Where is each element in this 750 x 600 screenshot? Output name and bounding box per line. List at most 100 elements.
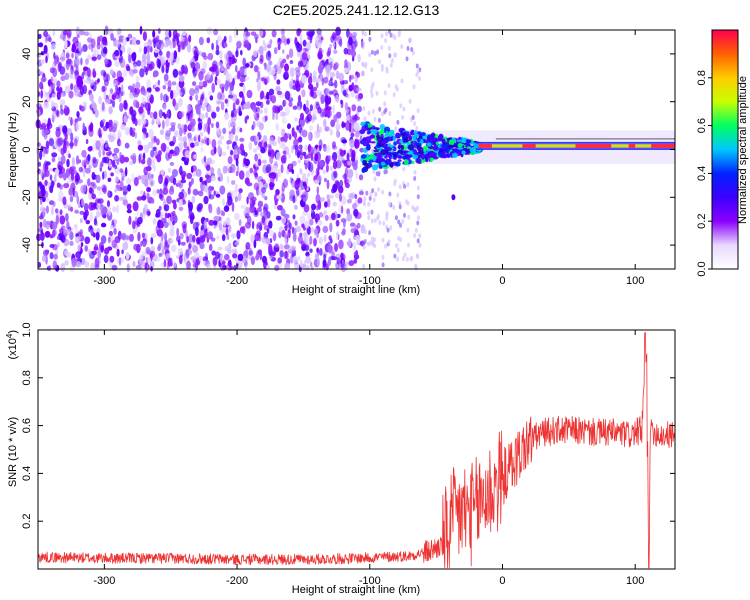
spectrogram-cell [38,181,43,187]
spectrogram-cell [53,51,56,60]
spectrogram-cell [213,190,216,196]
spectrogram-cell [398,184,402,190]
spectrogram-cell [396,247,400,253]
spectrogram-cell [283,99,287,107]
spectrogram-y-tick-label: -40 [21,237,33,253]
spectrogram-cell [75,155,80,165]
spectrogram-cell [340,218,347,223]
spectrogram-cell [160,92,163,101]
spectrogram-cell [260,90,265,100]
spectrogram-cell [341,139,348,144]
spectrogram-cell [225,217,231,226]
spectrogram-cell [355,169,358,180]
spectrogram-cell [192,188,199,196]
spectrogram-cell [130,36,137,46]
spectrogram-cell [126,177,132,185]
spectrogram-signal-cell [385,146,393,152]
spectrogram-signal-cell [416,144,422,152]
spectrogram-cell [89,79,95,86]
spectrogram-cell [119,58,126,69]
spectrogram-cell [97,78,100,83]
spectrogram-cell [361,29,364,36]
colorbar-tick-label: 0.4 [696,166,708,181]
spectrogram-cell [68,153,71,159]
spectrogram-cell [276,90,283,95]
spectrogram-cell [74,209,79,214]
spectrogram-cell [49,174,53,181]
spectrogram-cell [37,262,42,268]
spectrogram-cell [332,183,338,193]
spectrogram-cell [213,219,218,226]
spectrogram-cell [239,82,245,87]
spectrogram-cell [57,242,60,248]
spectrogram-cell [251,220,255,230]
colorbar-gradient [712,30,738,269]
spectrogram-cell [312,109,317,117]
spectrogram-signal-cell [451,152,458,158]
spectrogram-cell [138,154,141,164]
spectrogram-cell [344,102,349,111]
spectrogram-cell [42,197,45,203]
spectrogram-cell [179,232,184,240]
spectrogram-cell [62,172,67,181]
spectrogram-signal-cell [441,140,446,143]
spectrogram-cell [370,67,374,73]
spectrogram-cell [259,28,264,38]
spectrogram-y-tick-label: 0 [21,146,33,152]
spectrogram-cell [217,167,222,177]
spectrogram-cell [349,222,356,227]
spectrogram-cell [103,90,106,101]
spectrogram-cell [68,116,71,121]
spectrogram-cell [346,198,352,204]
spectrogram-cell [76,75,83,86]
snr-x-tick-label: 100 [626,575,644,587]
spectrogram-cell [60,154,66,165]
spectrogram-cell [211,139,217,149]
spectrogram-cell [186,235,190,244]
snr-y-ticks: 0.2 0.4 0.6 0.8 1.0 [21,322,675,529]
spectrogram-cell [108,230,113,237]
spectrogram-cell [211,175,216,182]
spectrogram-cell [38,161,41,167]
spectrogram-cell [63,183,70,189]
spectrogram-cell [192,81,197,87]
spectrogram-cell [408,98,412,104]
spectrogram-cell [300,74,307,84]
spectrogram-cell [56,90,61,100]
spectrogram-cell [384,38,388,43]
spectrogram-cell [259,54,264,63]
spectrogram-cell [176,227,180,237]
spectrogram-cell [356,222,361,229]
spectrogram-cell [73,63,78,68]
spectrogram-cell [368,195,372,201]
spectrogram-cell [298,94,301,103]
spectrogram-peak-segment [478,143,492,148]
spectrogram-cell [200,146,204,153]
spectrogram-signal-cell [441,148,447,151]
spectrogram-cell [238,219,242,227]
spectrogram-cell [145,102,150,111]
spectrogram-cell [178,199,183,206]
spectrogram-cell [40,229,44,236]
spectrogram-cell [162,112,166,117]
spectrogram-cell [307,35,313,40]
spectrogram-cell [126,47,132,55]
spectrogram-cell [238,170,245,180]
spectrogram-signal-cell [446,153,451,158]
spectrogram-cell [196,238,201,245]
spectrogram-cell [160,243,164,249]
spectrogram-cell [352,242,356,251]
spectrogram-cell [357,56,362,62]
spectrogram-cell [74,138,78,147]
spectrogram-cell [81,72,85,80]
spectrogram-cell [119,140,122,146]
spectrogram-cell [137,175,142,180]
spectrogram-x-label: Height of straight line (km) [292,284,420,296]
spectrogram-cell [195,51,199,61]
spectrogram-signal-cell [415,158,422,164]
spectrogram-cell [243,103,249,110]
spectrogram-cell [153,135,157,143]
spectrogram-cell [194,85,200,91]
spectrogram-cell [244,76,250,81]
spectrogram-signal-cell [469,142,477,145]
